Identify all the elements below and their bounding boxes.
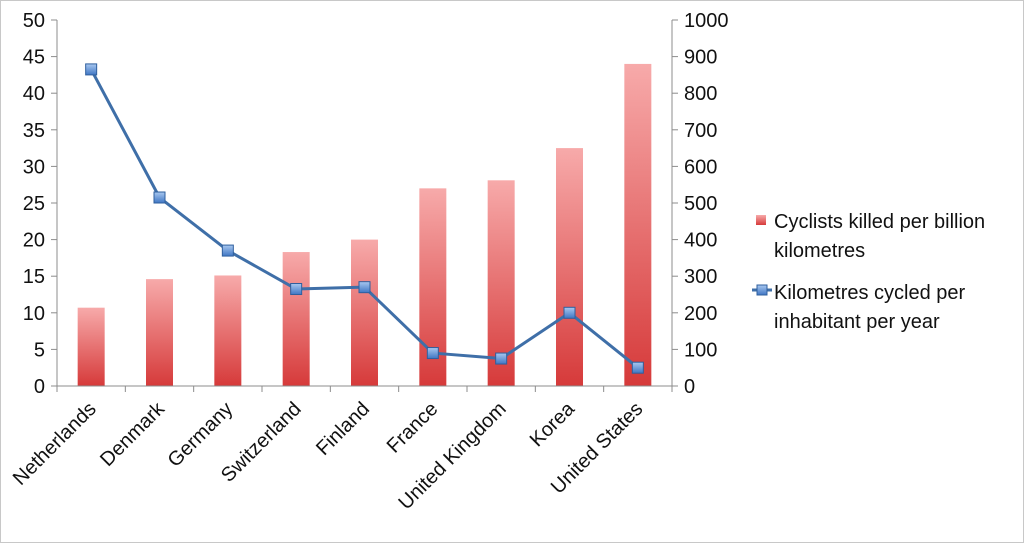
line-marker-finland — [358, 281, 371, 294]
line-marker-switzerland — [290, 283, 303, 296]
left-tick-label: 30 — [23, 156, 45, 178]
bar-germany — [214, 275, 242, 386]
line-marker-germany — [221, 244, 234, 257]
right-tick-label: 700 — [684, 120, 717, 142]
right-tick-label: 400 — [684, 230, 717, 252]
legend-bar-label: kilometres — [774, 240, 865, 262]
legend-line-label: Kilometres cycled per — [774, 282, 966, 304]
right-tick-label: 900 — [684, 47, 717, 69]
line-marker-korea — [563, 306, 576, 319]
left-tick-label: 5 — [34, 339, 45, 361]
left-tick-label: 45 — [23, 47, 45, 69]
left-tick-label: 25 — [23, 193, 45, 215]
line-marker-netherlands — [85, 63, 98, 76]
bar-united-states — [624, 63, 652, 387]
right-tick-label: 0 — [684, 376, 695, 398]
right-tick-label: 600 — [684, 156, 717, 178]
bar-switzerland — [282, 252, 310, 386]
line-marker-united-states — [631, 361, 644, 374]
bar-korea — [556, 148, 583, 386]
legend-line-label: inhabitant per year — [774, 311, 940, 333]
legend-bar-swatch — [756, 215, 766, 225]
line-marker-denmark — [153, 191, 166, 204]
bar-netherlands — [77, 307, 105, 386]
left-tick-label: 35 — [23, 120, 45, 142]
right-tick-label: 500 — [684, 193, 717, 215]
line-series — [85, 63, 644, 374]
right-tick-label: 100 — [684, 339, 717, 361]
left-tick-label: 50 — [23, 10, 45, 32]
bar-denmark — [146, 279, 173, 386]
line-marker-united-kingdom — [495, 352, 508, 365]
bar-finland — [351, 239, 378, 386]
left-tick-label: 0 — [34, 376, 45, 398]
bar-series — [77, 63, 652, 387]
right-tick-label: 200 — [684, 303, 717, 325]
legend-bar-label: Cyclists killed per billion — [774, 211, 985, 233]
left-tick-label: 15 — [23, 266, 45, 288]
legend: Cyclists killed per billion kilometres Kil… — [752, 211, 985, 333]
left-tick-label: 10 — [23, 303, 45, 325]
right-tick-label: 1000 — [684, 10, 729, 32]
line-marker-france — [426, 347, 439, 360]
left-tick-label: 20 — [23, 230, 45, 252]
left-tick-label: 40 — [23, 83, 45, 105]
legend-marker-swatch — [756, 284, 768, 296]
right-tick-label: 800 — [684, 83, 717, 105]
right-tick-label: 300 — [684, 266, 717, 288]
